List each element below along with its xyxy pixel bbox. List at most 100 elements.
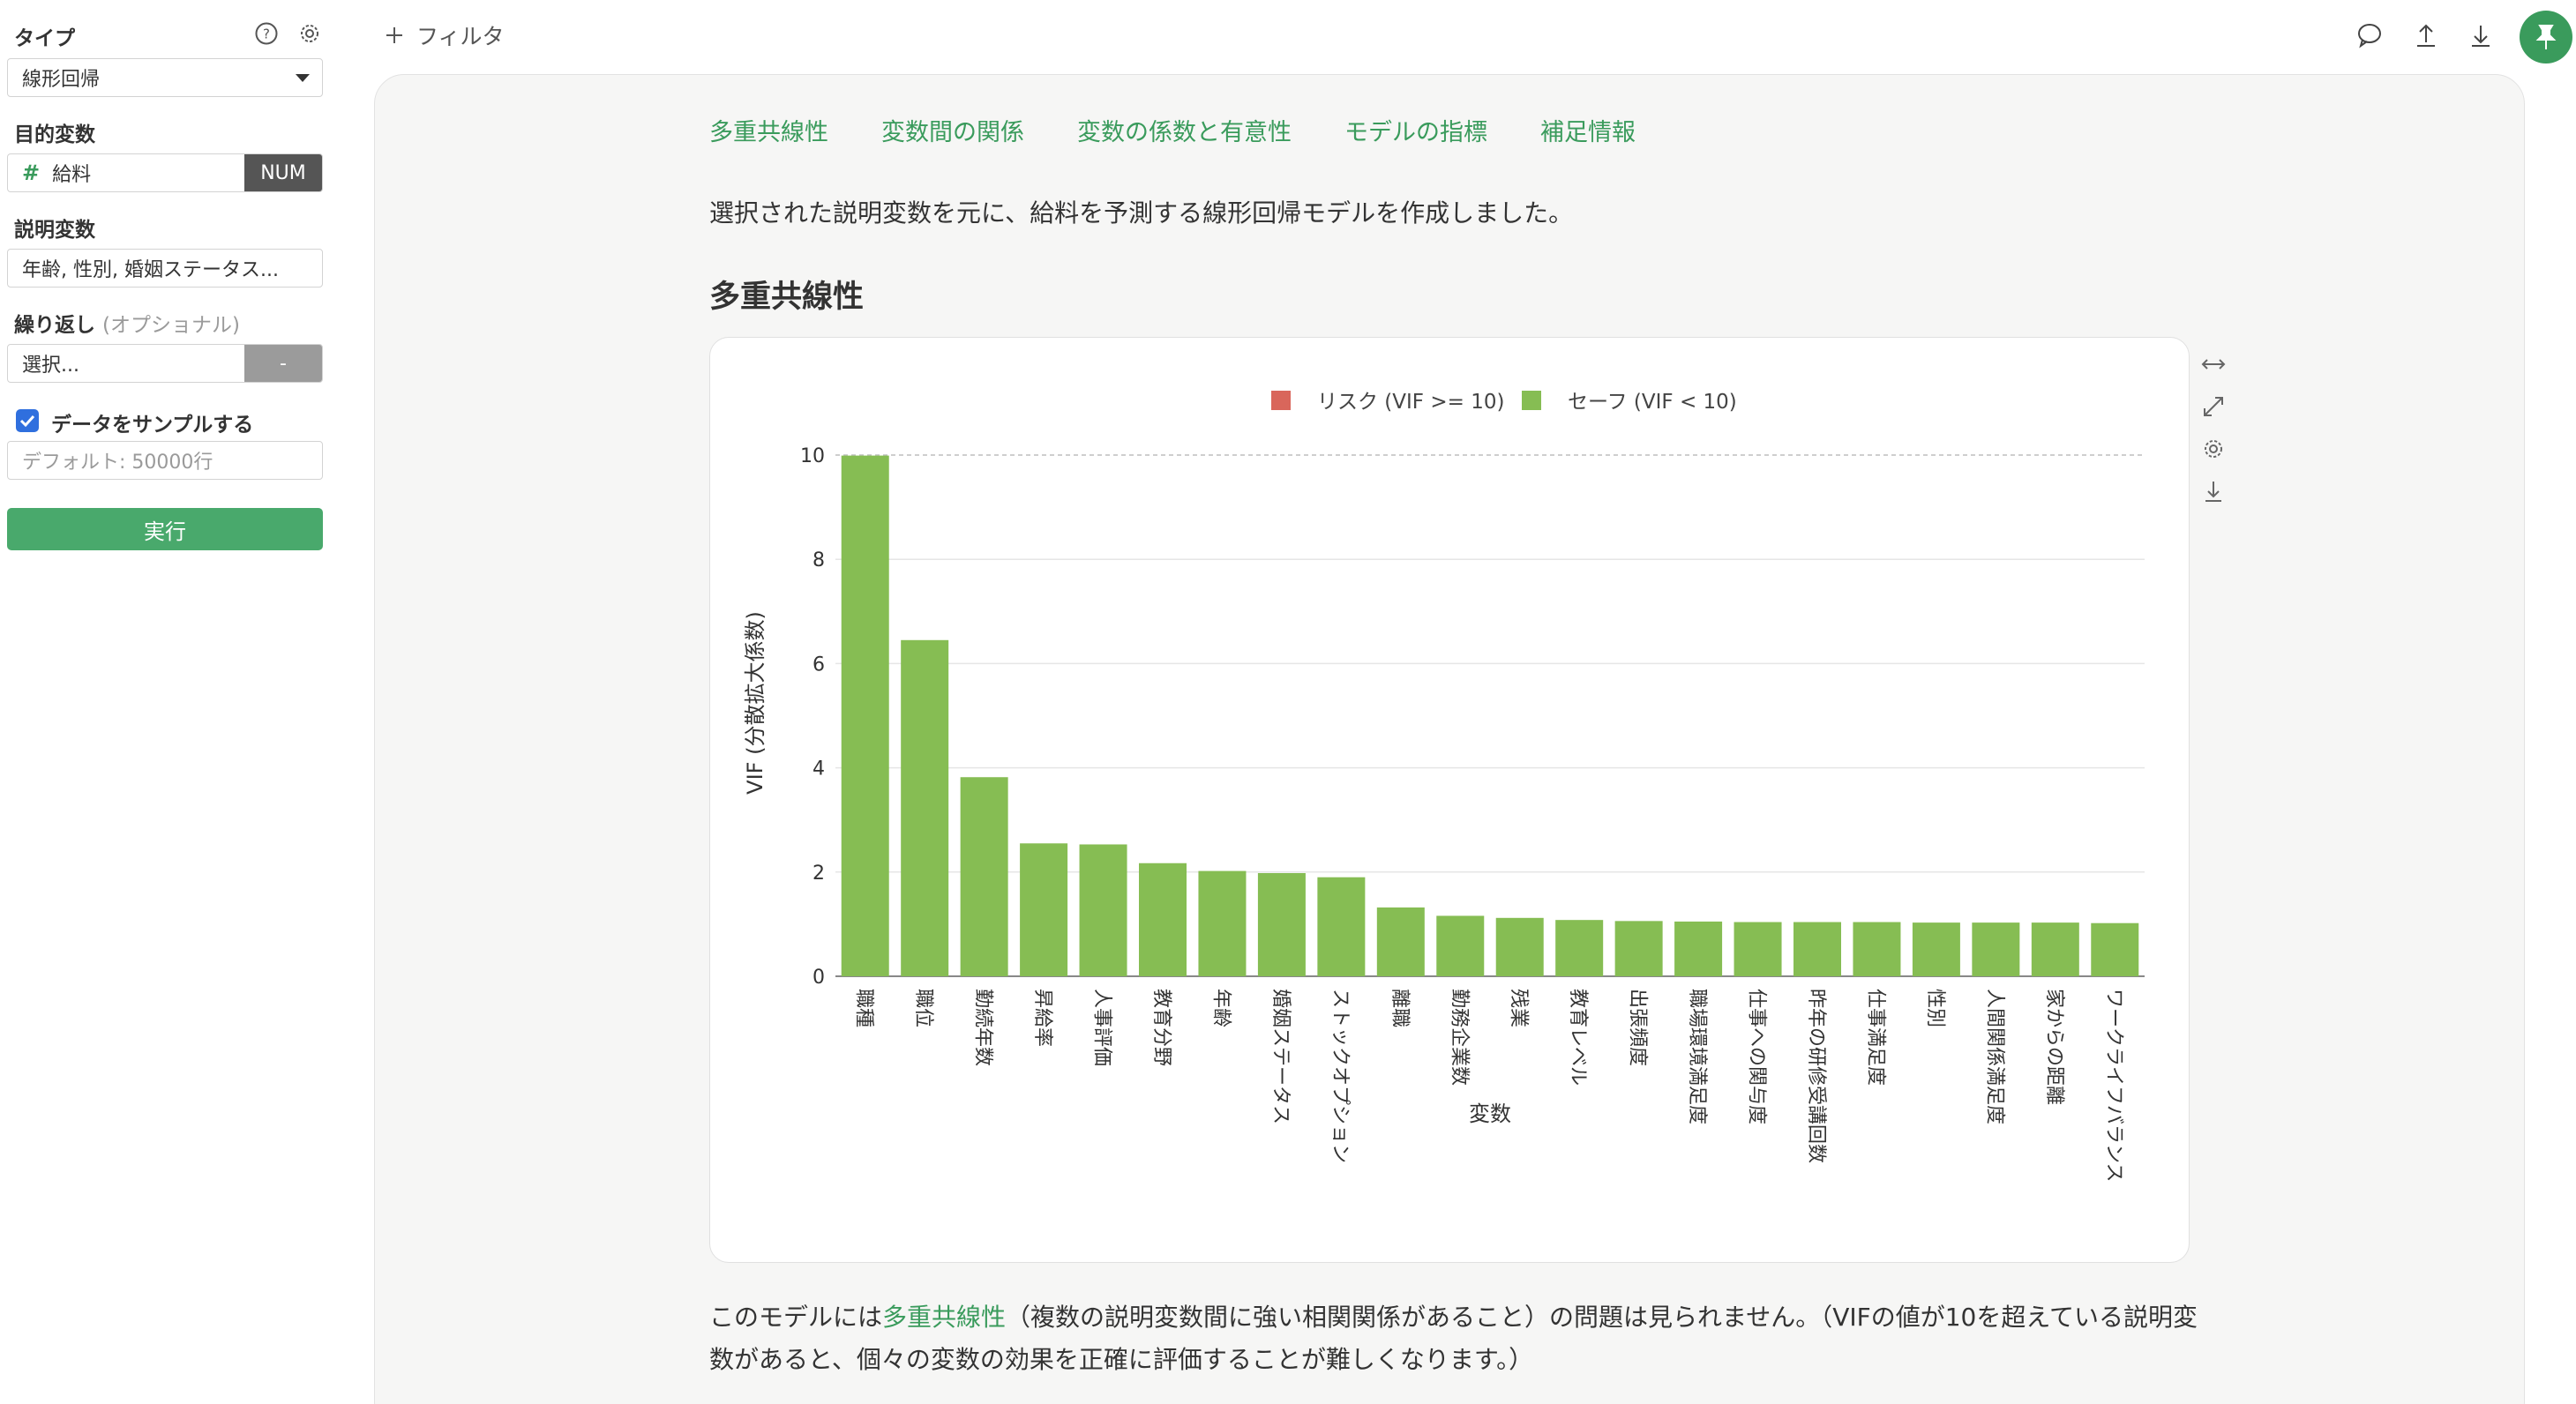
pin-button[interactable]	[2520, 11, 2572, 63]
vif-bar[interactable]	[1912, 922, 1960, 976]
x-tick-label: 職種	[853, 989, 875, 1027]
target-variable-value: 給料	[52, 164, 92, 186]
y-tick-label: 8	[812, 549, 825, 571]
vif-bar[interactable]	[1257, 872, 1306, 976]
y-axis-ticks: 0 2 4 6 8 10	[800, 445, 825, 989]
repeat-select[interactable]: 選択... -	[7, 344, 323, 383]
tab-multicollinearity[interactable]: 多重共線性	[709, 119, 828, 146]
repeat-optional-text: (オプショナル)	[102, 314, 240, 337]
vif-bar[interactable]	[1555, 920, 1604, 976]
sidebar: タイプ ? 線形回帰 目的変数 # 給料 NUM 説明変数 年齢, 性別, 婚姻…	[0, 0, 331, 1404]
type-label: タイプ	[14, 27, 75, 50]
svg-text:?: ?	[263, 26, 270, 42]
x-tick-label: 家からの距離	[2043, 989, 2065, 1105]
target-variable-field[interactable]: # 給料 NUM	[7, 153, 323, 192]
chart-legend: リスク (VIF >= 10) セーフ (VIF < 10)	[1271, 391, 1737, 414]
chevron-down-icon	[296, 74, 310, 82]
x-tick-label: 出張頻度	[1627, 989, 1649, 1066]
sample-size-placeholder: デフォルト: 50000行	[22, 452, 213, 474]
plus-icon	[386, 27, 402, 43]
sample-size-input[interactable]: デフォルト: 50000行	[7, 441, 323, 480]
legend-label[interactable]: セーフ (VIF < 10)	[1568, 391, 1737, 414]
vif-bar[interactable]	[901, 639, 949, 976]
x-tick-label: 勤務企業数	[1448, 989, 1470, 1086]
tab-variable-relationships[interactable]: 変数間の関係	[881, 119, 1024, 146]
x-tick-label: 教育レベル	[1567, 989, 1589, 1086]
chart-gridlines	[835, 454, 2145, 977]
comment-icon[interactable]	[2355, 21, 2384, 49]
vif-bar[interactable]	[2031, 922, 2079, 976]
vif-bar[interactable]	[1793, 922, 1841, 976]
run-button[interactable]: 実行	[7, 508, 323, 550]
vif-bar[interactable]	[1139, 863, 1187, 976]
y-axis-label: VIF (分散拡大係数)	[743, 611, 768, 795]
download-icon[interactable]	[2467, 21, 2495, 49]
vif-bar[interactable]	[1674, 921, 1723, 976]
fullscreen-icon[interactable]	[2200, 393, 2227, 420]
multicollinearity-link[interactable]: 多重共線性	[882, 1303, 1007, 1332]
sample-data-label: データをサンプルする	[51, 414, 254, 437]
vif-bar[interactable]	[1614, 921, 1663, 976]
note-prefix: このモデルには	[709, 1303, 883, 1332]
settings-gear-icon[interactable]	[297, 21, 322, 46]
multicollinearity-note: このモデルには多重共線性（複数の説明変数間に強い相関関係があること）の問題は見ら…	[709, 1296, 2209, 1381]
vif-bar[interactable]	[841, 455, 889, 976]
vif-chart-card: リスク (VIF >= 10) セーフ (VIF < 10) 0 2 4 6 8 10 職種…	[709, 337, 2190, 1263]
legend-swatch	[1522, 391, 1541, 410]
x-tick-label: 残業	[1508, 989, 1530, 1027]
x-tick-label: 性別	[1924, 989, 1946, 1027]
vif-bar[interactable]	[1317, 877, 1366, 976]
vif-bar[interactable]	[2091, 922, 2139, 976]
x-tick-label: 離職	[1389, 989, 1411, 1027]
chart-settings-gear-icon[interactable]	[2200, 436, 2227, 462]
vif-bar[interactable]	[1436, 915, 1485, 976]
x-tick-label: 人事評価	[1091, 989, 1113, 1066]
x-tick-label: 職位	[912, 989, 934, 1027]
repeat-label-text: 繰り返し	[14, 314, 95, 337]
x-tick-label: 職場環境満足度	[1686, 989, 1708, 1124]
sample-data-checkbox[interactable]	[16, 409, 39, 432]
repeat-clear-button[interactable]: -	[244, 345, 322, 382]
type-select[interactable]: 線形回帰	[7, 58, 323, 97]
x-tick-label: 婚姻ステータス	[1269, 989, 1292, 1124]
x-tick-label: ワークライフバランス	[2102, 989, 2124, 1183]
vif-bar-chart: リスク (VIF >= 10) セーフ (VIF < 10) 0 2 4 6 8 10 職種…	[743, 391, 2145, 1183]
explanatory-variables-field[interactable]: 年齢, 性別, 婚姻ステータス...	[7, 249, 323, 288]
repeat-label: 繰り返し (オプショナル)	[14, 308, 240, 338]
vif-bar[interactable]	[1079, 844, 1127, 976]
vif-bar[interactable]	[1972, 922, 2020, 976]
y-tick-label: 0	[812, 967, 825, 989]
tab-model-metrics[interactable]: モデルの指標	[1344, 119, 1487, 146]
vif-bar[interactable]	[1376, 907, 1425, 976]
chart-download-icon[interactable]	[2200, 478, 2227, 504]
x-tick-label: 仕事満足度	[1864, 989, 1886, 1086]
tab-coefficients-significance[interactable]: 変数の係数と有意性	[1077, 119, 1292, 146]
x-tick-label: 昨年の研修受講回数	[1805, 989, 1827, 1163]
help-icon[interactable]: ?	[254, 21, 279, 46]
vif-bar[interactable]	[1495, 917, 1544, 976]
pin-icon	[2535, 25, 2557, 49]
x-tick-label: 人間関係満足度	[1983, 989, 2005, 1124]
vif-bar[interactable]	[1734, 922, 1782, 976]
tab-supplementary-info[interactable]: 補足情報	[1540, 119, 1636, 146]
x-tick-label: 勤続年数	[972, 989, 994, 1066]
vif-bar[interactable]	[1020, 843, 1068, 976]
x-tick-label: 年齢	[1209, 989, 1232, 1027]
y-tick-label: 4	[812, 758, 825, 780]
upload-icon[interactable]	[2412, 21, 2440, 49]
expand-width-icon[interactable]	[2200, 351, 2227, 377]
add-filter-label: フィルタ	[416, 24, 505, 49]
vif-bar[interactable]	[960, 777, 1008, 976]
section-title: 多重共線性	[709, 280, 865, 315]
add-filter-button[interactable]: フィルタ	[385, 19, 505, 51]
num-type-badge: NUM	[244, 154, 322, 191]
vif-bar[interactable]	[1198, 870, 1247, 976]
x-axis-label: 変数	[1469, 1102, 1511, 1126]
x-tick-label: 仕事への関与度	[1746, 989, 1768, 1124]
x-tick-label: 昇給率	[1031, 989, 1053, 1047]
legend-label[interactable]: リスク (VIF >= 10)	[1317, 391, 1504, 414]
explanatory-variables-value: 年齢, 性別, 婚姻ステータス...	[22, 259, 279, 281]
vif-bar[interactable]	[1853, 922, 1901, 976]
note-suffix: （複数の説明変数間に強い相関関係があること）の問題は見られません。（VIFの値が…	[709, 1303, 2198, 1374]
y-tick-label: 10	[800, 445, 825, 467]
